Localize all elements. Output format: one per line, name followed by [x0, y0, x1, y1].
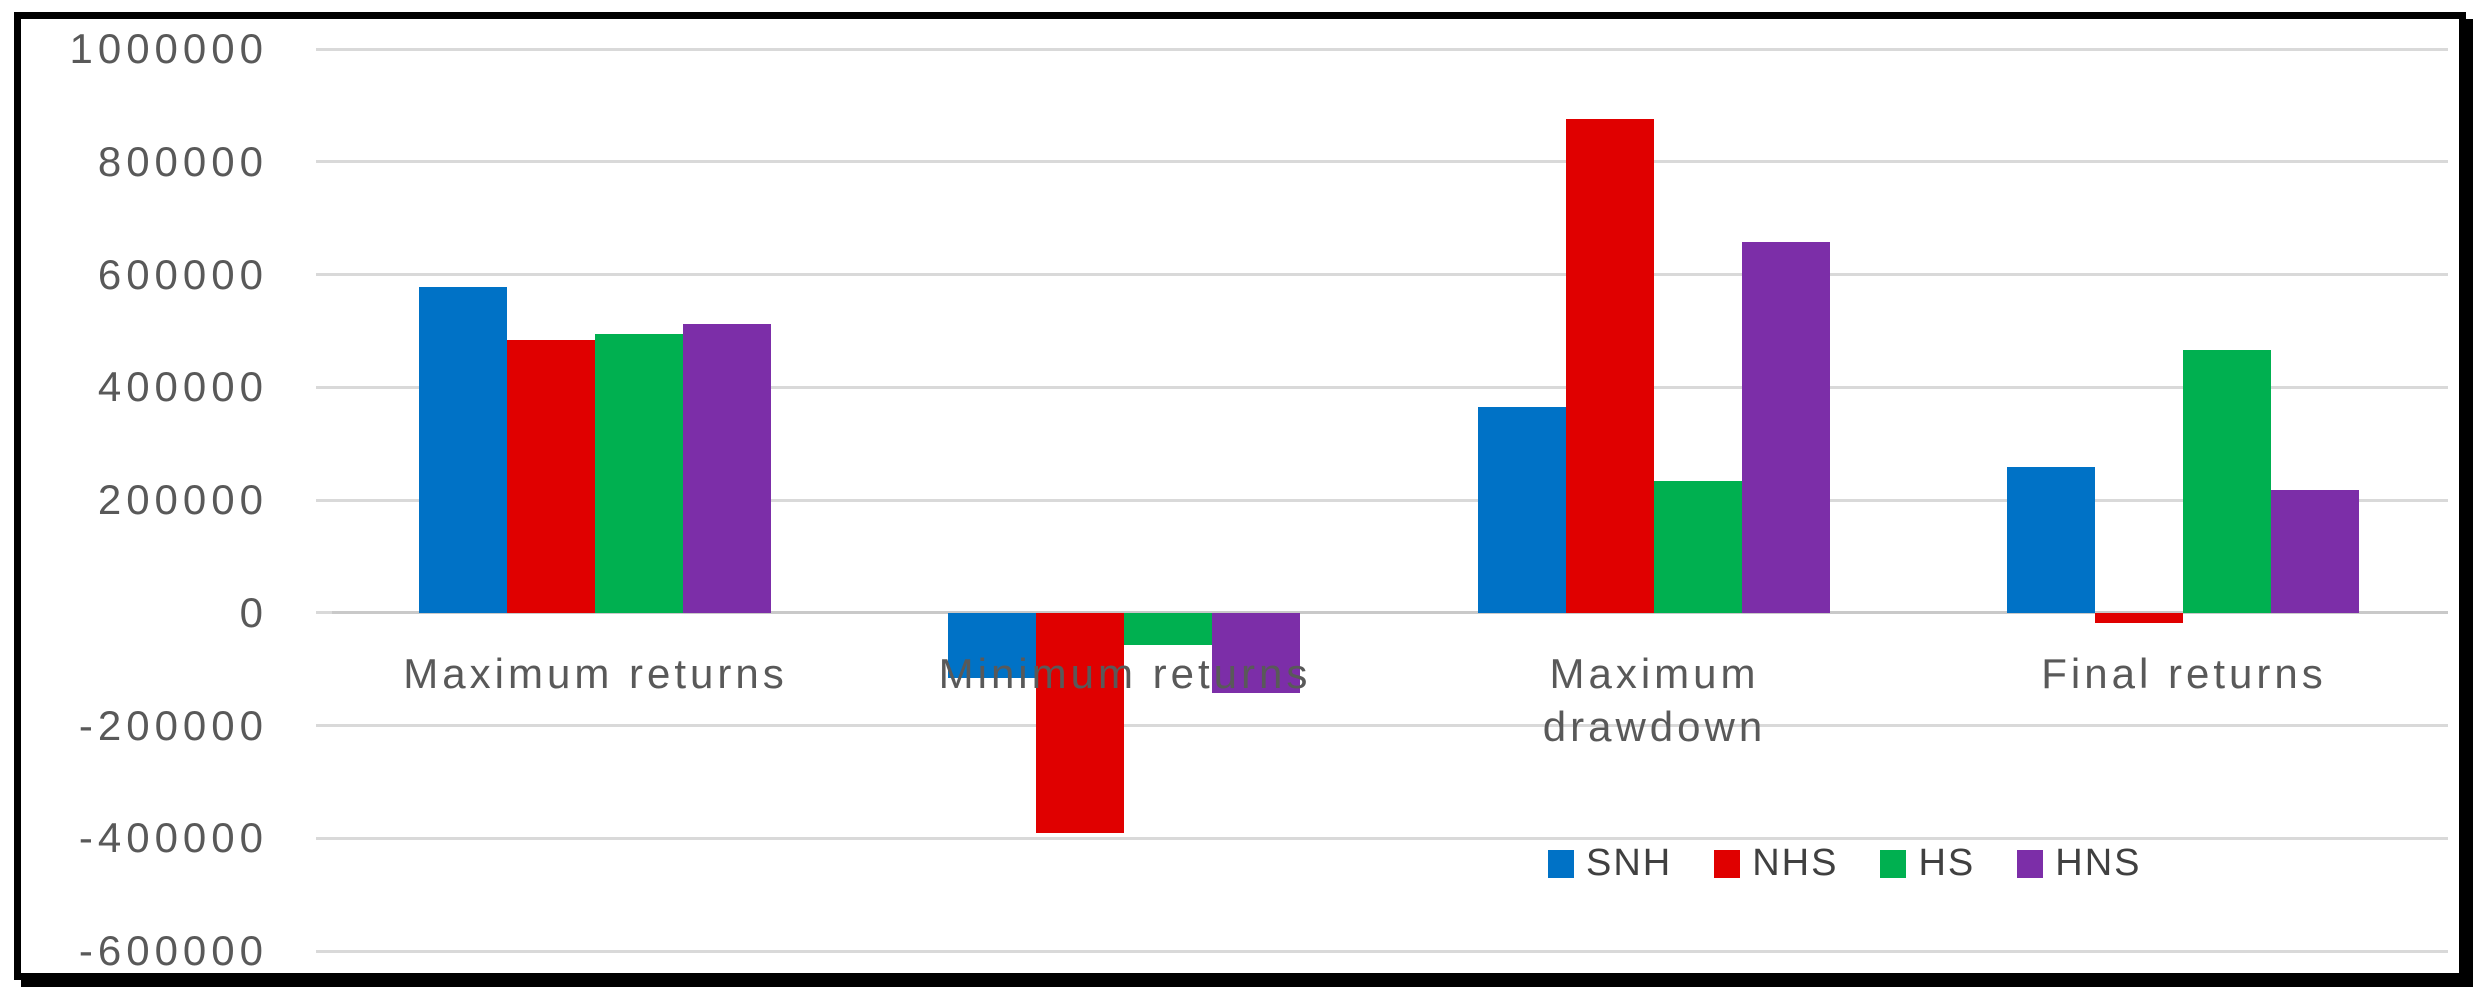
y-tick-label: 600000 [97, 250, 268, 298]
bar-NHS-0 [506, 340, 595, 613]
gridline [330, 724, 2448, 727]
y-tick-label: -200000 [78, 701, 268, 749]
gridline [330, 949, 2448, 953]
gridline [330, 385, 2448, 389]
y-tick-mark [316, 47, 332, 51]
category-label: Minimum returns [938, 650, 1312, 697]
legend-item-HNS: HNS [2017, 842, 2141, 885]
bar-SNH-2 [1477, 406, 1566, 613]
category-label: Maximum returns [403, 650, 788, 697]
bar-HNS-2 [1741, 242, 1830, 613]
legend-label: HNS [2055, 842, 2142, 884]
bar-HNS-1 [1212, 612, 1301, 693]
legend-item-NHS: NHS [1714, 842, 1838, 885]
bar-HNS-0 [682, 324, 771, 613]
y-tick-label: -600000 [78, 927, 268, 974]
y-tick-label: 400000 [97, 363, 268, 411]
y-tick-mark [316, 385, 332, 389]
chart-frame-border [14, 12, 2466, 980]
bar-HS-1 [1124, 612, 1213, 646]
y-tick-label: 1000000 [69, 25, 268, 72]
legend-swatch-SNH [1548, 849, 1574, 878]
legend-label: NHS [1752, 842, 1839, 884]
y-tick-mark [316, 498, 332, 502]
bar-NHS-2 [1565, 119, 1654, 613]
gridline [330, 498, 2448, 502]
bar-SNH-3 [2007, 467, 2096, 613]
y-tick-mark [316, 273, 332, 276]
y-tick-mark [316, 949, 332, 953]
legend-item-SNH: SNH [1548, 842, 1672, 885]
gridline [330, 160, 2448, 164]
gridline [330, 836, 2448, 840]
legend-label: HS [1918, 842, 1976, 884]
bar-NHS-1 [1036, 612, 1125, 833]
bar-SNH-1 [948, 612, 1037, 678]
y-tick-mark [316, 836, 332, 840]
y-tick-mark [316, 724, 332, 727]
y-tick-label: -400000 [78, 814, 268, 862]
legend-item-HS: HS [1880, 842, 1975, 885]
category-label: Maximum drawdown [1542, 650, 1767, 750]
y-tick-mark [316, 611, 332, 615]
y-tick-mark [316, 160, 332, 164]
bar-HS-2 [1653, 481, 1742, 613]
gridline [330, 273, 2448, 276]
legend-swatch-HNS [2017, 849, 2044, 878]
bar-HS-0 [594, 333, 683, 613]
y-tick-label: 0 [239, 588, 268, 636]
legend-label: SNH [1586, 842, 1673, 884]
bar-HNS-3 [2271, 489, 2360, 613]
bar-NHS-3 [2095, 612, 2184, 623]
y-tick-label: 200000 [97, 476, 268, 523]
bar-SNH-0 [418, 286, 507, 613]
legend: SNH NHS HS HNS [1548, 842, 2142, 885]
zero-axis-line [330, 611, 2448, 615]
legend-swatch-NHS [1714, 849, 1741, 878]
category-label: Final returns [2041, 650, 2327, 697]
gridline [330, 47, 2448, 51]
y-tick-label: 800000 [97, 137, 268, 185]
bar-HS-3 [2183, 350, 2272, 613]
legend-swatch-HS [1880, 849, 1907, 878]
